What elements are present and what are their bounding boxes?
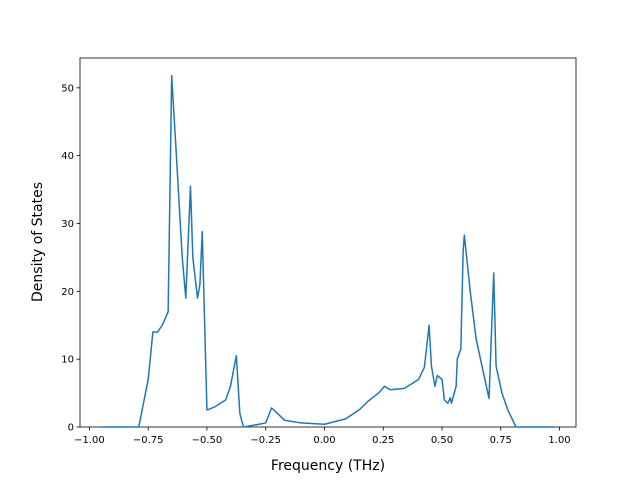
- y-tick-label: 40: [61, 151, 74, 162]
- x-tick-label: 0.25: [372, 435, 394, 446]
- y-tick-label: 0: [68, 423, 74, 434]
- x-tick-label: 0.50: [431, 435, 453, 446]
- x-tick-label: 0.00: [313, 435, 335, 446]
- y-axis-label: Density of States: [30, 182, 46, 302]
- x-axis-label: Frequency (THz): [271, 458, 385, 474]
- x-tick-label: −0.50: [192, 435, 223, 446]
- y-tick-label: 50: [61, 83, 74, 94]
- x-tick-label: −0.25: [250, 435, 281, 446]
- plot-frame: [79, 57, 577, 428]
- y-tick-label: 10: [61, 355, 74, 366]
- x-tick-label: 1.00: [548, 435, 570, 446]
- y-tick-label: 30: [61, 219, 74, 230]
- x-tick-label: −1.00: [74, 435, 105, 446]
- y-tick-label: 20: [61, 287, 74, 298]
- dos-line: [101, 74, 555, 428]
- x-tick-label: 0.75: [490, 435, 512, 446]
- x-tick-label: −0.75: [133, 435, 164, 446]
